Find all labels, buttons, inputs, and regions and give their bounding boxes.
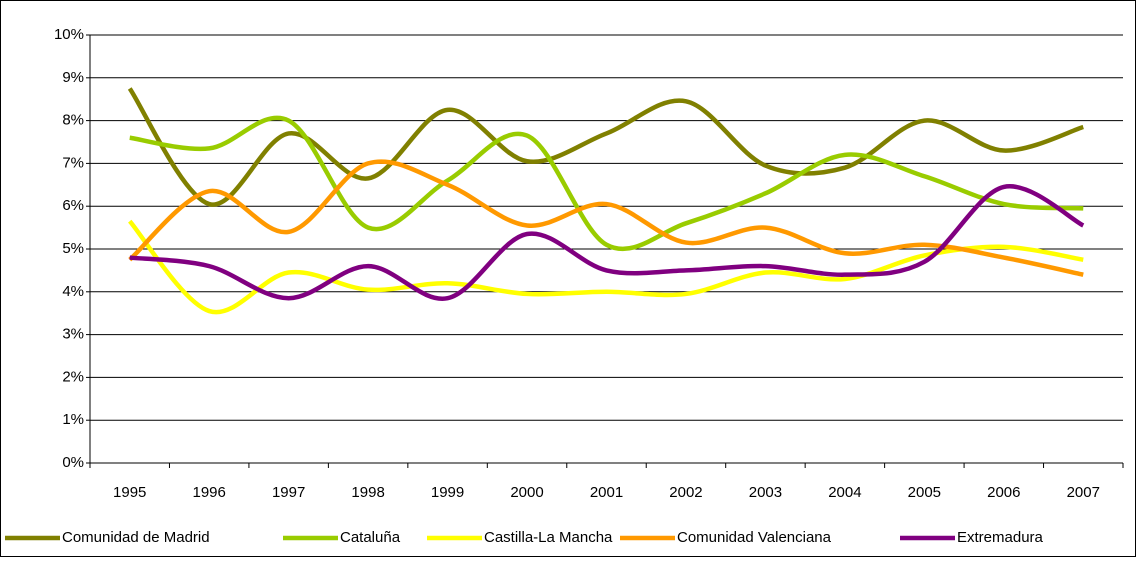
y-tick-label: 5% <box>62 240 84 257</box>
x-tick-label: 1995 <box>113 484 146 501</box>
y-tick-label: 2% <box>62 368 84 385</box>
x-tick-label: 2002 <box>669 484 702 501</box>
legend-label: Comunidad de Madrid <box>62 529 210 546</box>
x-tick-label: 1997 <box>272 484 305 501</box>
legend-label: Cataluña <box>340 529 401 546</box>
x-tick-label: 2003 <box>749 484 782 501</box>
series-line <box>128 159 1084 277</box>
x-tick-label: 1996 <box>193 484 226 501</box>
y-tick-label: 4% <box>62 283 84 300</box>
x-tick-label: 2006 <box>987 484 1020 501</box>
x-tick-label: 1998 <box>351 484 384 501</box>
x-tick-label: 2000 <box>510 484 543 501</box>
series-line <box>127 87 1084 207</box>
legend-label: Extremadura <box>957 529 1044 546</box>
y-tick-label: 7% <box>62 154 84 171</box>
y-tick-label: 10% <box>54 26 84 43</box>
y-tick-label: 1% <box>62 411 84 428</box>
series-line <box>129 115 1084 252</box>
y-tick-label: 0% <box>62 454 84 471</box>
y-tick-label: 3% <box>62 326 84 343</box>
y-tick-label: 6% <box>62 197 84 214</box>
y-tick-label: 8% <box>62 112 84 129</box>
x-tick-label: 2007 <box>1067 484 1100 501</box>
series-line <box>128 219 1084 315</box>
series-line <box>129 184 1085 301</box>
x-tick-label: 2004 <box>828 484 861 501</box>
legend-label: Comunidad Valenciana <box>677 529 832 546</box>
x-tick-label: 2001 <box>590 484 623 501</box>
x-tick-label: 1999 <box>431 484 464 501</box>
x-tick-label: 2005 <box>908 484 941 501</box>
legend-label: Castilla-La Mancha <box>484 529 613 546</box>
y-tick-label: 9% <box>62 69 84 86</box>
